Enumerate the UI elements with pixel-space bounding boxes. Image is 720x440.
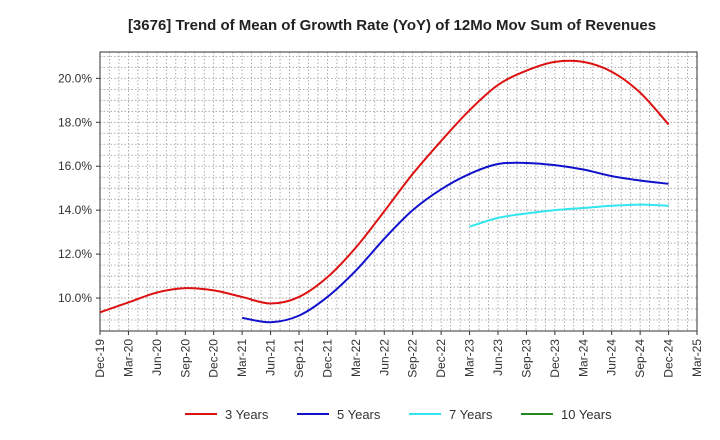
plot-frame [99, 51, 698, 332]
x-tick-label: Sep-22 [406, 339, 420, 378]
legend[interactable]: 3 Years 5 Years 7 Years 10 Years [185, 407, 612, 422]
x-tick-label: Mar-25 [690, 339, 704, 377]
x-tick-label: Dec-21 [320, 339, 334, 378]
x-tick-label: Sep-24 [633, 339, 647, 378]
x-tick-label: Dec-20 [207, 339, 221, 378]
y-tick-label: 10.0% [58, 291, 92, 305]
x-tick-label: Sep-20 [178, 339, 192, 378]
x-tick-label: Jun-20 [150, 339, 164, 376]
x-tick-label: Mar-21 [235, 339, 249, 377]
x-tick-label: Sep-21 [292, 339, 306, 378]
x-tick-label: Jun-21 [264, 339, 278, 376]
x-tick-label: Mar-24 [576, 339, 590, 377]
x-tick-label: Mar-20 [121, 339, 135, 377]
legend-label-5-years: 5 Years [337, 407, 381, 422]
x-tick-label: Jun-24 [605, 339, 619, 376]
series-line-5-years [241, 161, 669, 324]
y-tick-label: 20.0% [58, 71, 92, 85]
y-tick-label: 18.0% [58, 115, 92, 129]
legend-label-7-years: 7 Years [449, 407, 493, 422]
axis-layer: 10.0% 12.0% 14.0% 16.0% 18.0% 20.0% Dec-19 Mar-… [58, 71, 704, 377]
x-tick-label: Dec-24 [662, 339, 676, 378]
y-tick-label: 12.0% [58, 247, 92, 261]
y-tick-label: 16.0% [58, 159, 92, 173]
x-tick-label: Mar-22 [349, 339, 363, 377]
legend-label-3-years: 3 Years [225, 407, 269, 422]
x-tick-label: Dec-22 [434, 339, 448, 378]
x-tick-label: Sep-23 [519, 339, 533, 378]
series-line-7-years [469, 203, 669, 228]
series-layer [99, 59, 670, 324]
grid-layer [99, 52, 698, 331]
x-tick-label: Mar-23 [463, 339, 477, 377]
chart-title: [3676] Trend of Mean of Growth Rate (YoY… [128, 17, 656, 34]
series-line-3-years [99, 59, 670, 314]
x-tick-label: Dec-19 [93, 339, 107, 378]
x-tick-label: Jun-22 [377, 339, 391, 376]
x-tick-label: Jun-23 [491, 339, 505, 376]
legend-label-10-years: 10 Years [561, 407, 612, 422]
y-tick-label: 14.0% [58, 203, 92, 217]
x-tick-label: Dec-23 [548, 339, 562, 378]
